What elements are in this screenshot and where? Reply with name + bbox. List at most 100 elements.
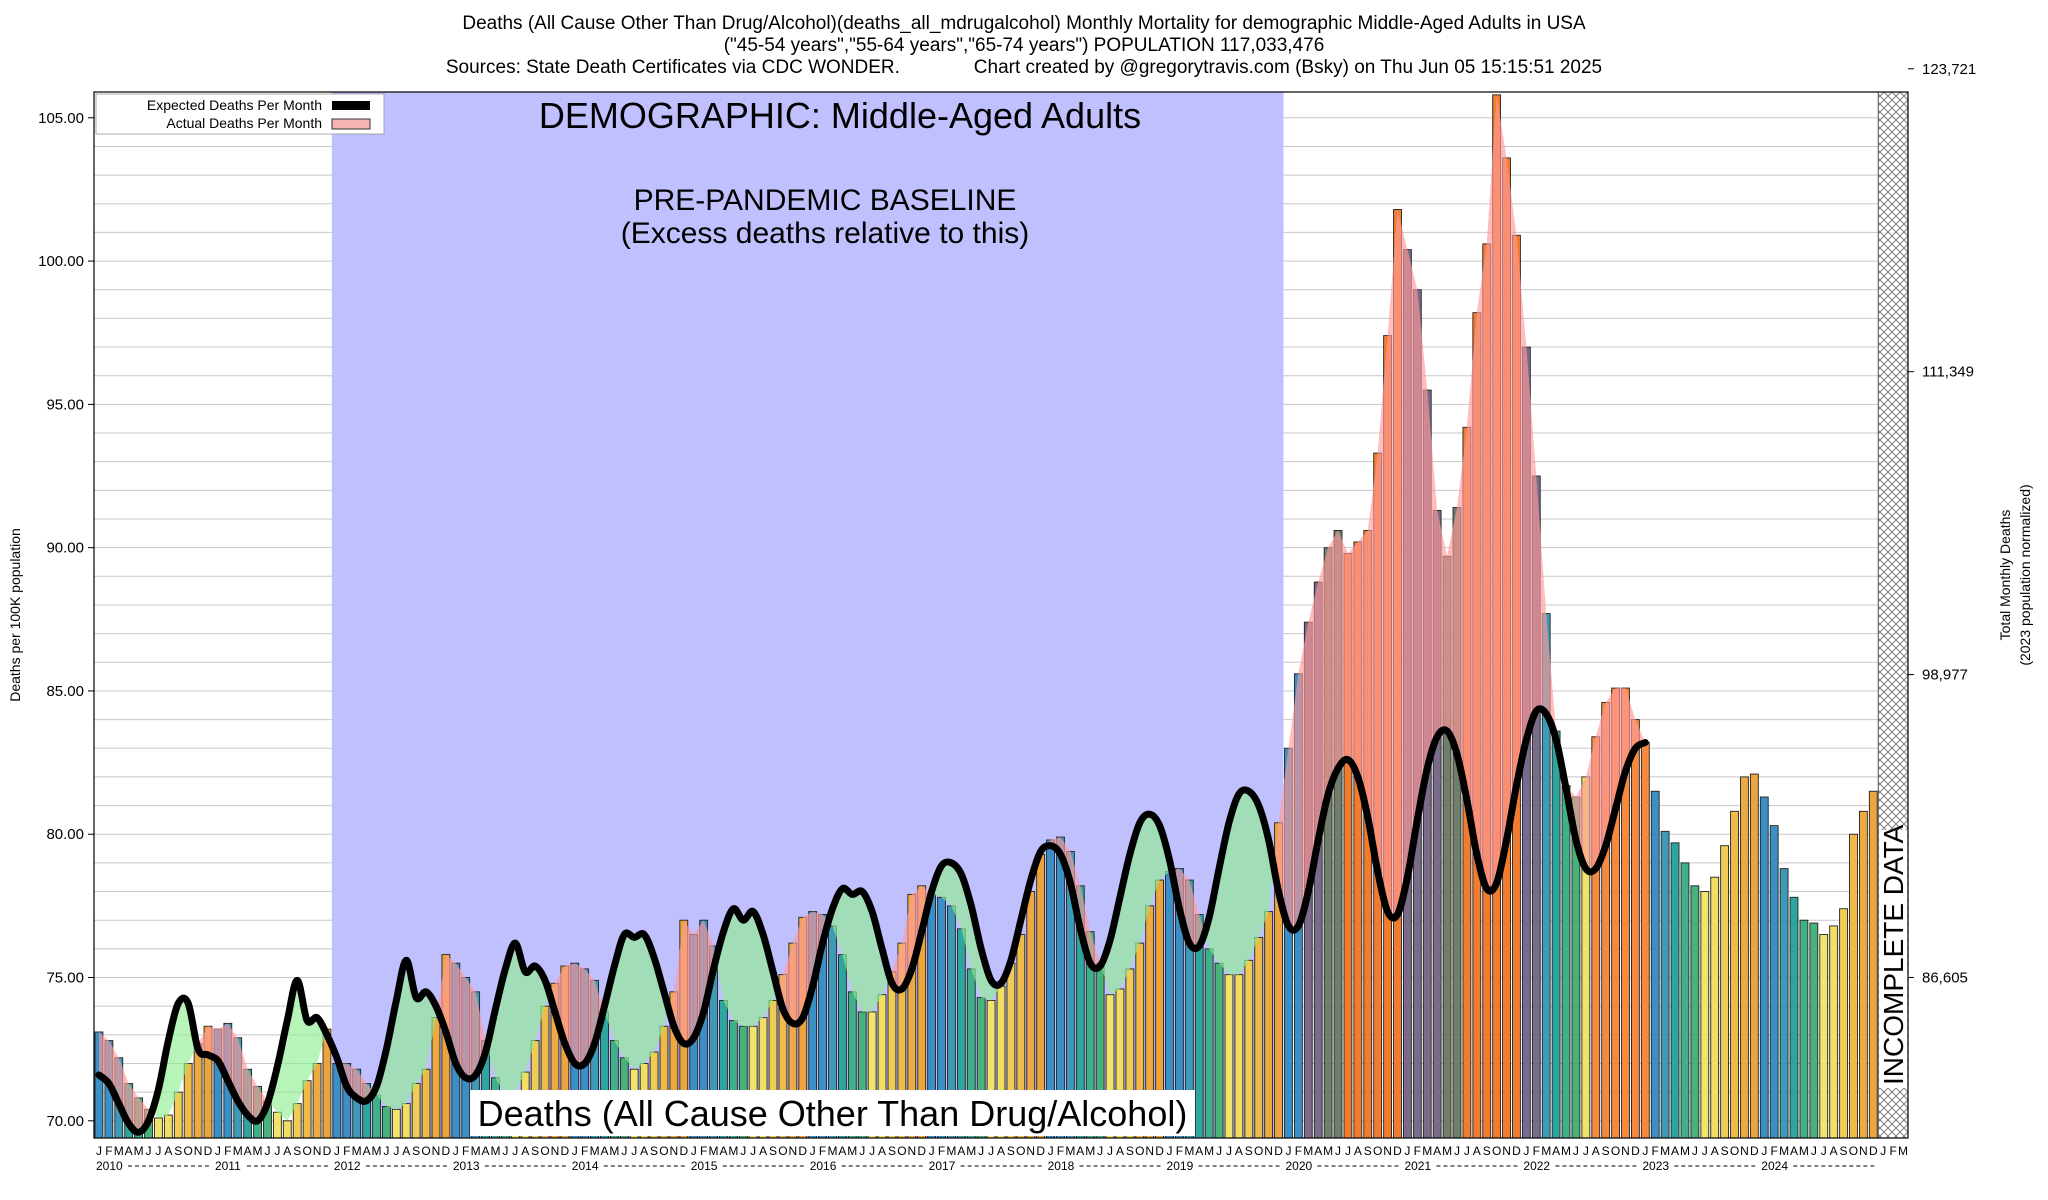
x-month-label: J [215,1144,221,1158]
difference-fill [1328,530,1339,795]
x-month-label: S [1840,1144,1848,1158]
x-month-label: D [1274,1144,1283,1158]
x-month-label: F [1414,1144,1421,1158]
x-month-label: J [1107,1144,1113,1158]
difference-fill [1526,347,1537,740]
x-month-label: F [1176,1144,1183,1158]
y-tick-label: 75.00 [46,970,84,987]
x-month-label: F [819,1144,826,1158]
x-month-label: J [334,1144,340,1158]
bar [1264,911,1274,1139]
x-month-label: M [1184,1144,1194,1158]
x-month-label: S [293,1144,301,1158]
difference-fill [1585,736,1596,869]
x-month-label: A [1830,1144,1838,1158]
x-month-label: M [1898,1144,1908,1158]
bar [1819,934,1829,1139]
x-month-label: M [1422,1144,1432,1158]
bar [1868,790,1878,1139]
x-month-label: A [244,1144,252,1158]
difference-fill [1387,209,1398,915]
y2-tick-label: 111,349 [1922,364,1974,381]
difference-fill [525,966,536,1073]
x-month-label: O [1016,1144,1025,1158]
x-month-label: M [1085,1144,1095,1158]
bar [154,1117,163,1139]
x-month-label: J [750,1144,756,1158]
difference-fill [1189,880,1200,946]
x-month-label: A [1235,1144,1243,1158]
x-month-label: A [1671,1144,1679,1158]
x-month-label: J [978,1144,984,1158]
x-month-label: O [1492,1144,1501,1158]
bar [292,1103,302,1139]
x-month-label: D [442,1144,451,1158]
x-month-label: O [778,1144,787,1158]
bar [1630,719,1640,1139]
x-month-label: N [1859,1144,1868,1158]
x-month-label: A [1711,1144,1719,1158]
x-month-label: A [1314,1144,1322,1158]
x-month-label: O [1849,1144,1858,1158]
x-month-label: M [847,1144,857,1158]
x-month-label: F [462,1144,469,1158]
x-month-label: O [302,1144,311,1158]
bar [1789,896,1799,1139]
x-month-label: J [1642,1144,1648,1158]
x-month-label: J [859,1144,865,1158]
x-month-label: J [740,1144,746,1158]
difference-fill [535,966,546,1041]
x-month-label: A [1552,1144,1560,1158]
x-month-label: O [1254,1144,1263,1158]
bar [1561,785,1571,1139]
bar [1224,974,1234,1139]
difference-fill [654,957,664,1053]
x-month-label: J [1692,1144,1698,1158]
bar [1710,876,1720,1139]
difference-fill [1476,243,1487,889]
x-year-label: 2022 [1523,1159,1550,1173]
x-month-label: N [1145,1144,1154,1158]
difference-fill [891,943,902,989]
x-month-label: A [521,1144,529,1158]
x-month-label: J [1523,1144,1529,1158]
x-month-label: N [1026,1144,1035,1158]
x-month-label: A [600,1144,608,1158]
bar [391,1108,401,1139]
x-month-label: O [897,1144,906,1158]
bar [1839,908,1848,1139]
x-month-label: O [1373,1144,1382,1158]
x-month-label: J [453,1144,459,1158]
x-month-label: O [540,1144,549,1158]
x-month-label: J [1761,1144,1767,1158]
difference-fill [1338,530,1348,769]
x-month-label: N [1264,1144,1273,1158]
x-month-label: S [1126,1144,1134,1158]
difference-fill [782,943,793,1024]
x-month-label: F [1889,1144,1896,1158]
y2-tick-label: 123,721 [1922,61,1976,78]
x-month-label: J [1880,1144,1886,1158]
bar [1759,796,1769,1139]
difference-fill [1397,209,1408,915]
difference-fill [1546,613,1557,740]
x-month-label: J [1167,1144,1173,1158]
chart-title: Deaths (All Cause Other Than Drug/Alcoho… [462,13,1586,34]
x-month-label: D [1512,1144,1521,1158]
x-month-label: J [1404,1144,1410,1158]
x-month-label: M [1303,1144,1313,1158]
x-month-label: A [1195,1144,1203,1158]
x-month-label: J [393,1144,399,1158]
difference-fill [356,1069,367,1101]
x-month-label: O [659,1144,668,1158]
bar [1829,925,1839,1139]
x-month-label: J [621,1144,627,1158]
baseline-annotation-sub: (Excess deaths relative to this) [621,217,1030,250]
x-month-label: J [1216,1144,1222,1158]
x-month-label: J [631,1144,637,1158]
difference-fill [416,991,427,1084]
x-month-label: F [700,1144,707,1158]
bar [1640,742,1650,1139]
bar [1244,959,1254,1139]
